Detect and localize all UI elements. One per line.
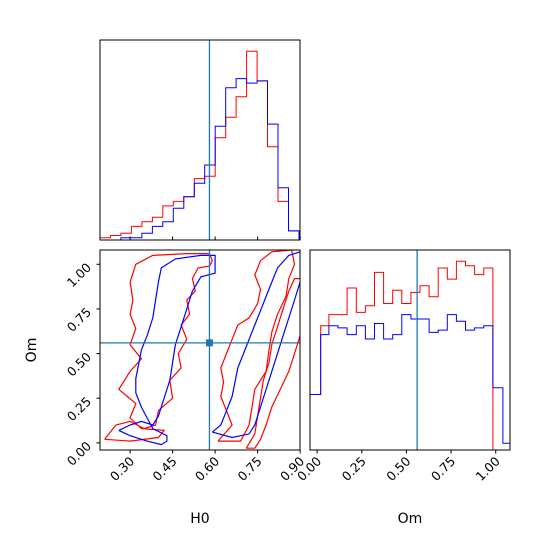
h0-histogram-panel bbox=[99, 39, 301, 241]
contour-red-2 bbox=[245, 278, 300, 449]
om-histogram-frame bbox=[309, 249, 511, 451]
h0-tick-label-1: 0.45 bbox=[149, 454, 179, 484]
om-histogram-panel: 0.00 0.25 0.50 0.75 1.00 bbox=[294, 249, 511, 484]
om-histogram-red bbox=[309, 260, 510, 451]
truth-marker bbox=[205, 339, 213, 347]
x-axis-title-h0: H0 bbox=[190, 511, 209, 527]
om-x-tick-label-2: 0.50 bbox=[383, 453, 413, 483]
contour-red-1 bbox=[217, 250, 296, 442]
contour-blue-0 bbox=[118, 254, 216, 446]
om-y-tick-label-0: 0.00 bbox=[64, 438, 94, 468]
om-y-tick-label-4: 1.00 bbox=[64, 260, 94, 290]
h0-histogram-blue bbox=[100, 78, 300, 241]
h0-tick-label-0: 0.30 bbox=[107, 453, 137, 483]
contour-frame bbox=[99, 249, 301, 451]
om-x-tick-label-1: 0.25 bbox=[339, 454, 369, 484]
h0-tick-label-3: 0.75 bbox=[234, 454, 264, 484]
om-histogram-blue bbox=[309, 314, 511, 450]
contour-red-0 bbox=[104, 253, 213, 442]
h0-histogram-red bbox=[99, 50, 300, 240]
om-x-tick-label-4: 1.00 bbox=[473, 453, 503, 483]
om-x-tick-label-3: 0.75 bbox=[428, 454, 458, 484]
y-axis-title-om: Om bbox=[24, 338, 40, 363]
h0-histogram-frame bbox=[99, 39, 301, 241]
om-y-tick-label-1: 0.25 bbox=[64, 394, 94, 424]
x-axis-title-om: Om bbox=[398, 511, 423, 527]
om-y-tick-label-3: 0.75 bbox=[64, 304, 94, 334]
contour-blue-1 bbox=[211, 251, 300, 439]
om-y-tick-label-2: 0.50 bbox=[64, 349, 94, 379]
h0-tick-label-2: 0.60 bbox=[192, 453, 222, 483]
h0-om-contour-panel: 0.30 0.45 0.60 0.75 0.900.000.250.500.751.00 bbox=[64, 249, 307, 484]
